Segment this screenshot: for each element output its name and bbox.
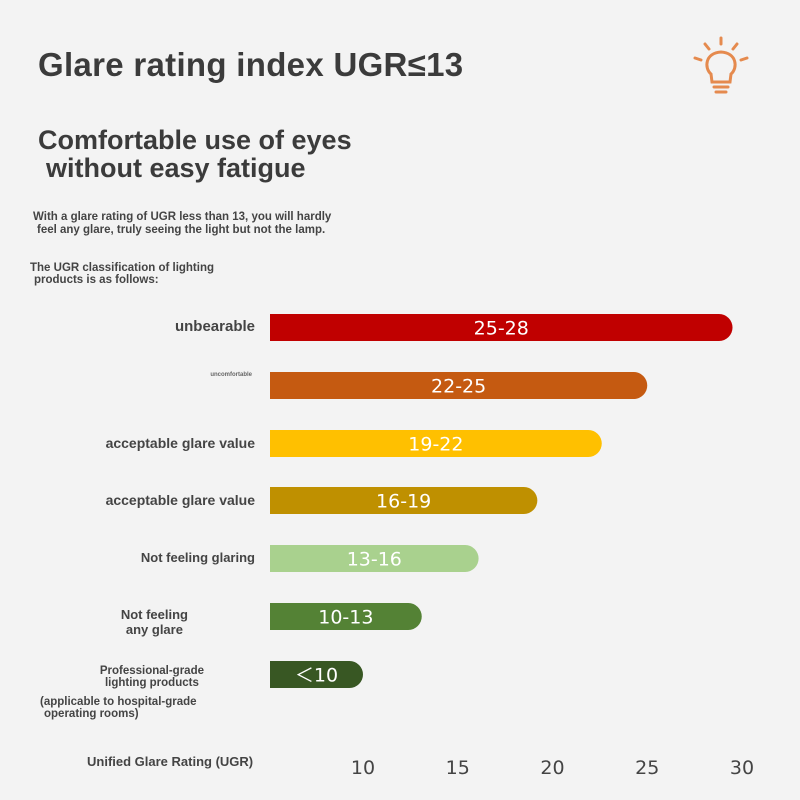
bar-label-0: 25-28 (474, 318, 529, 340)
bar-label-2: 19-22 (408, 434, 463, 456)
category-label-uncomfortable: uncomfortable (210, 372, 252, 378)
description-line-2: feel any glare, truly seeing the light b… (37, 224, 326, 236)
category-note-hospital: (applicable to hospital-grade operating … (40, 696, 197, 720)
page-title: Glare rating index UGR≤13 (38, 46, 464, 83)
bar-label-4: 13-16 (347, 549, 402, 571)
x-tick-label: 30 (730, 757, 754, 779)
subtitle-line-2: without easy fatigue (46, 153, 306, 183)
category-label-acceptable-1: acceptable glare value (105, 435, 255, 451)
x-axis-title: Unified Glare Rating (UGR) (87, 754, 254, 769)
lightbulb-icon (693, 36, 749, 94)
x-tick-label: 15 (446, 757, 470, 779)
bar-label-1: 22-25 (431, 376, 486, 398)
category-label-acceptable-2: acceptable glare value (105, 492, 255, 508)
classification-intro: The UGR classification of lighting produ… (30, 262, 270, 286)
description: With a glare rating of UGR less than 13,… (33, 211, 413, 237)
x-tick-label: 10 (351, 757, 375, 779)
category-label-not-glaring: Not feeling glaring (140, 550, 255, 565)
bar-5 (270, 603, 422, 630)
bar-4 (270, 545, 479, 572)
bar-6 (270, 661, 363, 688)
x-tick-label: 25 (635, 757, 659, 779)
bar-0 (270, 314, 733, 341)
x-tick-label: 20 (540, 757, 564, 779)
bar-label-3: 16-19 (376, 491, 431, 513)
bar-label-6: ＜10 (295, 665, 338, 687)
category-label-professional: Professional-grade lighting products (99, 665, 204, 689)
subtitle-line-1: Comfortable use of eyes (38, 125, 352, 155)
intro-line-2: products is as follows: (34, 274, 159, 286)
subtitle: Comfortable use of eyes without easy fat… (38, 126, 352, 182)
bar-label-5: 10-13 (318, 607, 373, 629)
intro-line-1: The UGR classification of lighting (30, 262, 215, 274)
category-label-no-glare: Not feeling any glare (120, 607, 188, 637)
bar-1 (270, 372, 648, 399)
bar-3 (270, 487, 538, 514)
bar-2 (270, 430, 602, 457)
description-line-1: With a glare rating of UGR less than 13,… (33, 211, 332, 223)
category-label-unbearable: unbearable (174, 318, 255, 335)
